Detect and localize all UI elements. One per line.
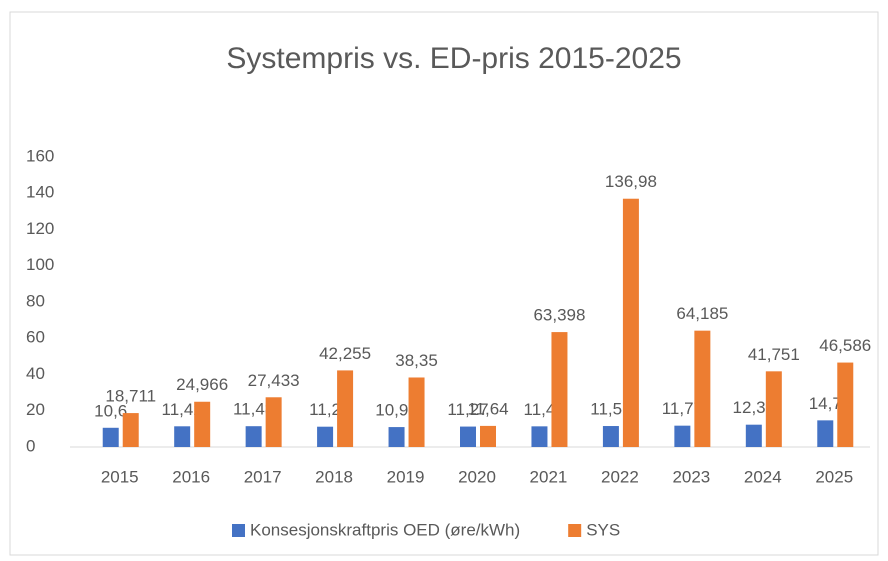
legend-swatch [232, 524, 245, 537]
value-label: 11,2 [309, 400, 341, 419]
bar [460, 426, 476, 447]
bar [174, 426, 191, 447]
x-tick-label: 2023 [672, 467, 710, 486]
y-tick-label: 60 [26, 328, 45, 347]
legend-swatch [568, 524, 582, 537]
y-tick-label: 120 [26, 219, 54, 238]
legend-label: Konsesjonskraftpris OED (øre/kWh) [250, 520, 520, 539]
value-label: 41,751 [748, 345, 800, 364]
y-tick-label: 80 [26, 291, 45, 310]
x-tick-label: 2025 [815, 467, 853, 486]
value-label: 11,48 [233, 400, 274, 419]
chart-title: Systempris vs. ED-pris 2015-2025 [226, 42, 681, 75]
bar [265, 397, 282, 447]
x-tick-label: 2017 [244, 467, 282, 486]
value-label: 12,31 [733, 398, 776, 417]
value-label: 64,185 [676, 304, 728, 323]
value-label: 63,398 [533, 306, 585, 325]
value-label: 11,57 [590, 400, 631, 419]
bar [480, 425, 496, 447]
value-label: 11,27 [447, 400, 488, 419]
bar [388, 427, 405, 447]
y-tick-label: 20 [26, 400, 45, 419]
value-label: 18,711 [105, 387, 156, 406]
bar [602, 426, 619, 447]
bar [337, 370, 354, 447]
bar [531, 426, 548, 447]
y-tick-label: 160 [26, 146, 54, 165]
x-tick-label: 2015 [101, 467, 139, 486]
value-label: 11,42 [162, 400, 203, 419]
value-label: 11,77 [662, 399, 703, 418]
bar [194, 401, 211, 447]
value-label: 10,99 [375, 401, 418, 420]
bar [837, 362, 854, 447]
bar [817, 420, 834, 447]
value-label: 10,6 [94, 401, 127, 420]
bar [622, 198, 639, 447]
bar [317, 426, 334, 447]
x-tick-label: 2021 [530, 467, 568, 486]
value-label: 136,98 [605, 172, 657, 191]
x-tick-label: 2020 [458, 467, 496, 486]
legend-label: SYS [586, 520, 620, 539]
y-tick-label: 100 [26, 255, 54, 274]
value-label: 11,4 [524, 400, 556, 419]
y-tick-label: 0 [26, 436, 35, 455]
x-tick-label: 2024 [744, 467, 782, 486]
x-tick-label: 2016 [172, 467, 210, 486]
y-tick-label: 40 [26, 364, 45, 383]
value-label: 46,586 [819, 336, 871, 355]
bar [745, 424, 762, 447]
x-tick-label: 2022 [601, 467, 639, 486]
value-label: 42,255 [319, 344, 371, 363]
bar [674, 425, 691, 447]
bar [765, 371, 782, 447]
value-label: 24,966 [176, 375, 228, 394]
x-tick-label: 2019 [387, 467, 425, 486]
bar [694, 330, 711, 447]
chart-frame [9, 11, 879, 556]
value-label: 14,7 [809, 394, 842, 413]
bar [122, 413, 139, 447]
value-label: 38,35 [395, 351, 438, 370]
x-tick-label: 2018 [315, 467, 353, 486]
y-tick-label: 140 [26, 183, 54, 202]
bar [408, 377, 425, 447]
bar [551, 332, 568, 447]
value-label: 27,433 [248, 371, 300, 390]
bar [102, 427, 119, 447]
value-label: 11,64 [467, 399, 508, 418]
bar [245, 426, 262, 447]
